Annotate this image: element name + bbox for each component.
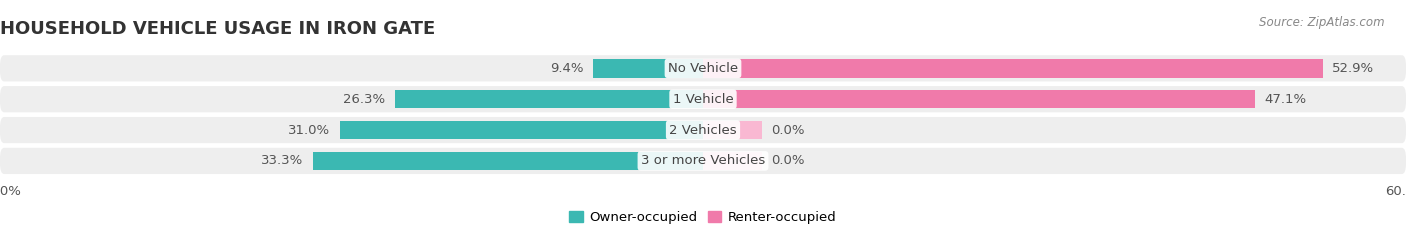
Text: Source: ZipAtlas.com: Source: ZipAtlas.com (1260, 16, 1385, 29)
Text: 47.1%: 47.1% (1264, 93, 1306, 106)
Text: 0.0%: 0.0% (770, 124, 804, 137)
Text: 26.3%: 26.3% (343, 93, 385, 106)
Bar (703, 90, 1256, 109)
FancyBboxPatch shape (0, 55, 1406, 81)
Bar (593, 59, 703, 78)
Text: 9.4%: 9.4% (550, 62, 583, 75)
Text: 1 Vehicle: 1 Vehicle (672, 93, 734, 106)
Legend: Owner-occupied, Renter-occupied: Owner-occupied, Renter-occupied (564, 206, 842, 229)
Text: 0.0%: 0.0% (770, 154, 804, 167)
Text: 31.0%: 31.0% (288, 124, 330, 137)
Text: 3 or more Vehicles: 3 or more Vehicles (641, 154, 765, 167)
Bar (703, 121, 762, 139)
Bar (395, 90, 703, 109)
FancyBboxPatch shape (0, 117, 1406, 143)
FancyBboxPatch shape (0, 148, 1406, 174)
FancyBboxPatch shape (0, 86, 1406, 112)
Bar (340, 121, 703, 139)
Text: No Vehicle: No Vehicle (668, 62, 738, 75)
Bar (703, 59, 1323, 78)
Text: 52.9%: 52.9% (1333, 62, 1374, 75)
Text: 33.3%: 33.3% (262, 154, 304, 167)
Text: 2 Vehicles: 2 Vehicles (669, 124, 737, 137)
Bar (314, 152, 703, 170)
Bar (703, 152, 762, 170)
Text: HOUSEHOLD VEHICLE USAGE IN IRON GATE: HOUSEHOLD VEHICLE USAGE IN IRON GATE (0, 20, 436, 38)
